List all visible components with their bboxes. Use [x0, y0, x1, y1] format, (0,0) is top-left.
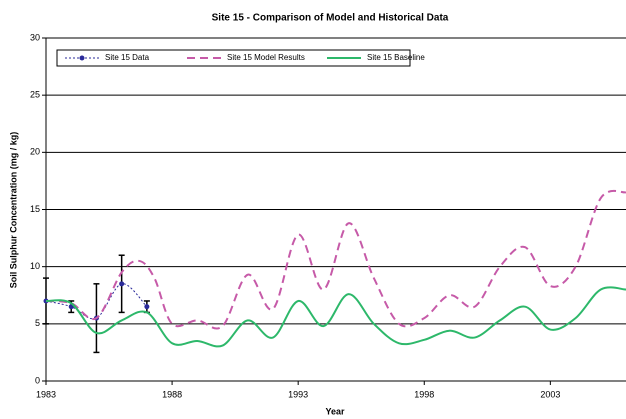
- x-tick-label: 1988: [162, 389, 182, 399]
- y-tick-label: 30: [30, 32, 40, 42]
- chart-title: Site 15 - Comparison of Model and Histor…: [212, 13, 449, 24]
- legend-box: [56, 49, 411, 67]
- x-tick-label: 1993: [288, 389, 308, 399]
- legend-label: Site 15 Model Results: [227, 53, 305, 62]
- x-axis-label: Year: [325, 406, 345, 416]
- x-tick-label: 1983: [36, 389, 56, 399]
- x-tick-label: 1998: [414, 389, 434, 399]
- series-line: [45, 189, 626, 330]
- series-line: [45, 286, 626, 348]
- series-line: [45, 283, 148, 320]
- data-point: [144, 304, 150, 310]
- y-tick-label: 25: [30, 90, 40, 100]
- data-point: [119, 281, 125, 287]
- x-tick-label: 2003: [540, 389, 560, 399]
- y-axis-label: Soil Sulphur Concentration (mg / kg): [8, 132, 18, 289]
- y-tick-label: 20: [30, 147, 40, 157]
- y-tick-label: 5: [35, 318, 40, 328]
- y-tick-label: 0: [35, 375, 40, 385]
- y-tick-label: 10: [30, 261, 40, 271]
- legend-label: Site 15 Data: [105, 53, 150, 62]
- legend-marker: [79, 55, 85, 61]
- legend-label: Site 15 Baseline: [367, 53, 425, 62]
- y-tick-label: 15: [30, 204, 40, 214]
